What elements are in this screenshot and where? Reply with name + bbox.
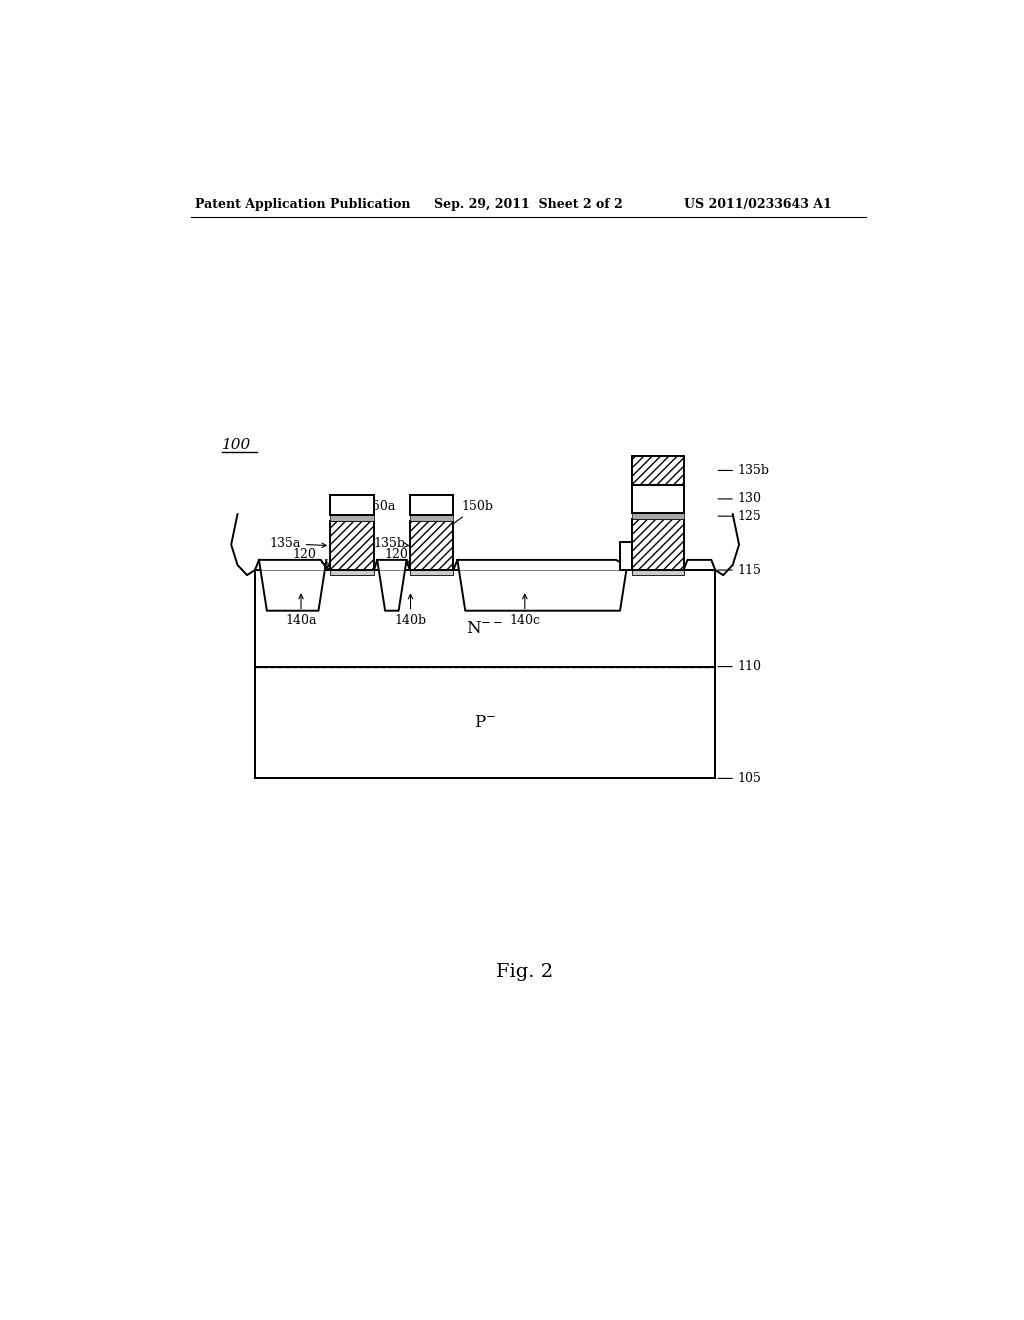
Text: 120: 120 <box>384 548 411 566</box>
Bar <box>410 570 454 576</box>
Text: 140a: 140a <box>286 594 316 627</box>
Bar <box>255 667 715 779</box>
Polygon shape <box>458 560 628 611</box>
Polygon shape <box>377 560 407 611</box>
Bar <box>632 570 684 576</box>
Bar <box>331 570 374 576</box>
Text: 100: 100 <box>221 438 251 451</box>
Bar <box>410 495 454 515</box>
Bar <box>632 519 684 570</box>
Text: 135a: 135a <box>269 537 327 550</box>
Text: 130: 130 <box>737 492 762 506</box>
Text: 140c: 140c <box>509 594 541 627</box>
Text: US 2011/0233643 A1: US 2011/0233643 A1 <box>684 198 831 211</box>
Bar <box>331 515 374 521</box>
Polygon shape <box>259 560 327 611</box>
Bar <box>632 457 684 484</box>
Bar <box>410 515 454 521</box>
Text: 135b: 135b <box>737 463 769 477</box>
Text: 135b: 135b <box>374 537 409 550</box>
Bar <box>331 495 374 515</box>
Text: 125: 125 <box>737 510 761 523</box>
Text: Fig. 2: Fig. 2 <box>497 962 553 981</box>
Text: 120: 120 <box>292 548 331 566</box>
Bar <box>410 521 454 570</box>
Text: 140b: 140b <box>394 594 427 627</box>
Text: Patent Application Publication: Patent Application Publication <box>196 198 411 211</box>
Text: 115: 115 <box>737 564 762 577</box>
Text: N$^{--}$: N$^{--}$ <box>467 620 504 638</box>
Bar <box>331 521 374 570</box>
Bar <box>620 543 632 570</box>
Text: 150b: 150b <box>435 499 494 537</box>
Bar <box>255 570 715 667</box>
Bar <box>632 513 684 519</box>
Text: 105: 105 <box>737 772 762 785</box>
Text: 110: 110 <box>737 660 762 673</box>
Text: 150a: 150a <box>351 499 396 537</box>
Bar <box>632 484 684 513</box>
Text: Sep. 29, 2011  Sheet 2 of 2: Sep. 29, 2011 Sheet 2 of 2 <box>433 198 623 211</box>
Text: P$^{-}$: P$^{-}$ <box>474 714 496 731</box>
